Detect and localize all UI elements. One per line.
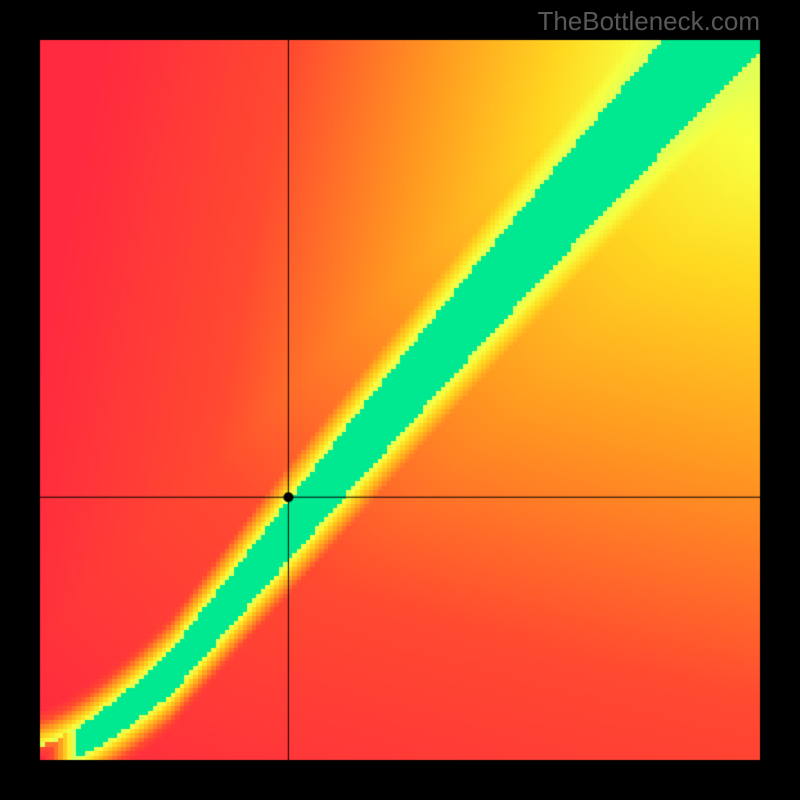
watermark-text: TheBottleneck.com	[537, 6, 760, 37]
bottleneck-heatmap	[0, 0, 800, 800]
